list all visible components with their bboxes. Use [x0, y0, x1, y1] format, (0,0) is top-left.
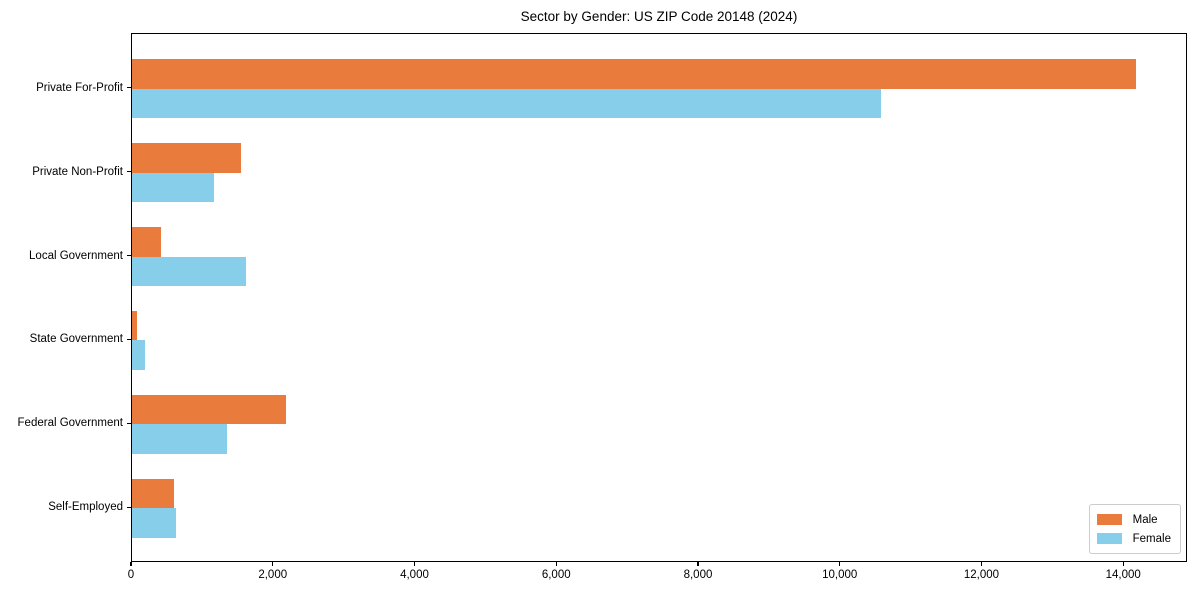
chart-title: Sector by Gender: US ZIP Code 20148 (202… [520, 9, 798, 24]
y-tick-label: State Government [29, 333, 123, 346]
bar-male-6 [132, 479, 174, 509]
x-tick-label: 6,000 [541, 569, 571, 581]
bar-male-4 [132, 311, 137, 341]
x-tick-label: 4,000 [400, 569, 429, 581]
y-tick-label: Local Government [29, 249, 123, 262]
legend-items: Male Female [1096, 510, 1171, 548]
legend-label: Male [1132, 513, 1158, 526]
bar-female-1 [132, 88, 882, 118]
y-tick-mark [127, 170, 131, 173]
bar-female-3 [132, 256, 247, 286]
x-tick-mark [130, 562, 132, 566]
legend-item-male: Male [1096, 510, 1171, 529]
bar-female-5 [132, 424, 227, 454]
bar-female-2 [132, 172, 215, 202]
x-tick-label: 0 [127, 569, 135, 581]
y-tick-mark [127, 506, 131, 508]
x-tick-mark [1122, 562, 1124, 566]
x-tick-label: 12,000 [963, 569, 1000, 581]
plot-area: Male Female [131, 33, 1187, 562]
bar-female-6 [132, 508, 176, 538]
x-tick-mark [272, 562, 274, 566]
y-tick-mark [127, 86, 131, 89]
bar-male-5 [132, 395, 286, 425]
y-tick-mark [127, 422, 131, 425]
bar-female-4 [132, 340, 145, 370]
legend: Male Female [1088, 504, 1181, 554]
x-tick-mark [839, 562, 841, 566]
x-tick-label: 10,000 [822, 569, 858, 581]
y-tick-mark [127, 338, 131, 341]
y-tick-label: Private Non-Profit [32, 165, 123, 178]
x-tick-label: 8,000 [683, 569, 713, 581]
y-tick-mark [127, 254, 131, 257]
x-tick-mark [980, 562, 983, 566]
x-tick-label: 2,000 [258, 569, 288, 581]
x-tick-mark [555, 562, 557, 566]
y-tick-label: Federal Government [17, 417, 123, 430]
legend-swatch-female [1096, 533, 1122, 544]
legend-swatch-male [1096, 514, 1122, 525]
legend-item-female: Female [1096, 529, 1171, 548]
bar-male-1 [132, 59, 1137, 89]
y-tick-label: Self-Employed [48, 501, 123, 514]
x-tick-mark [697, 562, 699, 566]
x-tick-label: 14,000 [1105, 569, 1141, 581]
bar-male-2 [132, 143, 242, 173]
x-tick-mark [413, 562, 416, 566]
legend-label: Female [1132, 532, 1171, 545]
y-tick-label: Private For-Profit [36, 81, 123, 94]
bar-male-3 [132, 227, 162, 257]
